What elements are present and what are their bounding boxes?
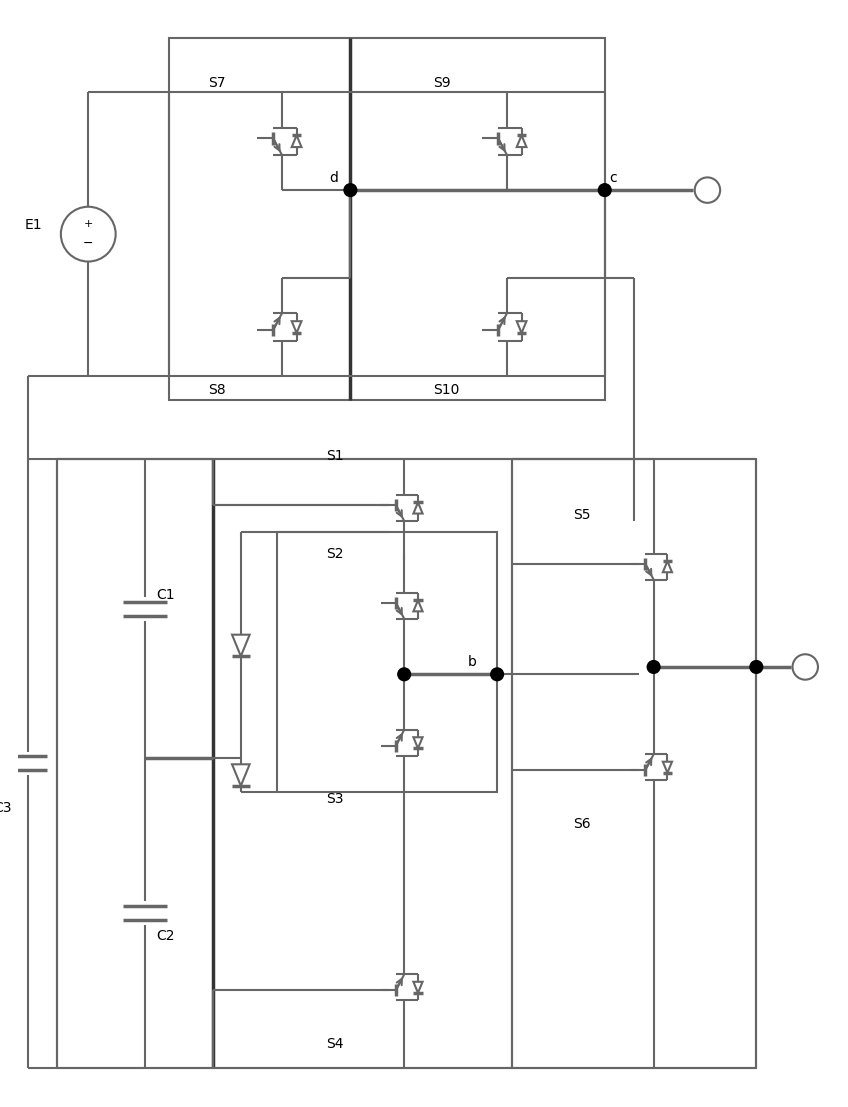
Text: S3: S3 [326,793,343,806]
Polygon shape [413,503,422,514]
Text: −: − [83,237,93,250]
Bar [277,532,497,792]
Text: S7: S7 [209,76,226,91]
Circle shape [750,661,762,673]
Polygon shape [413,737,422,748]
Text: b: b [468,655,477,670]
Polygon shape [232,764,249,786]
Text: c: c [610,172,617,185]
Text: S1: S1 [326,449,343,463]
Text: S10: S10 [433,383,460,396]
Text: d: d [329,172,338,185]
Bar [57,459,756,1067]
Text: S4: S4 [326,1037,343,1051]
Polygon shape [516,135,527,147]
Polygon shape [232,634,249,656]
Text: C3: C3 [0,801,12,815]
Circle shape [344,184,357,196]
Text: +: + [84,219,93,229]
Text: S9: S9 [433,76,451,91]
Circle shape [398,668,410,681]
Polygon shape [292,135,302,147]
Polygon shape [413,600,422,611]
Text: S2: S2 [326,547,343,561]
Polygon shape [413,982,422,993]
Polygon shape [292,321,302,333]
Circle shape [491,668,504,681]
Text: S8: S8 [209,383,226,396]
Polygon shape [516,321,527,333]
Text: E1: E1 [25,218,42,232]
Circle shape [599,184,611,196]
Text: C1: C1 [157,588,176,602]
Bar [170,39,605,401]
Text: S6: S6 [573,817,591,831]
Polygon shape [663,762,672,773]
Polygon shape [663,561,672,572]
Circle shape [647,661,660,673]
Text: S5: S5 [573,508,591,521]
Text: C2: C2 [157,930,176,943]
